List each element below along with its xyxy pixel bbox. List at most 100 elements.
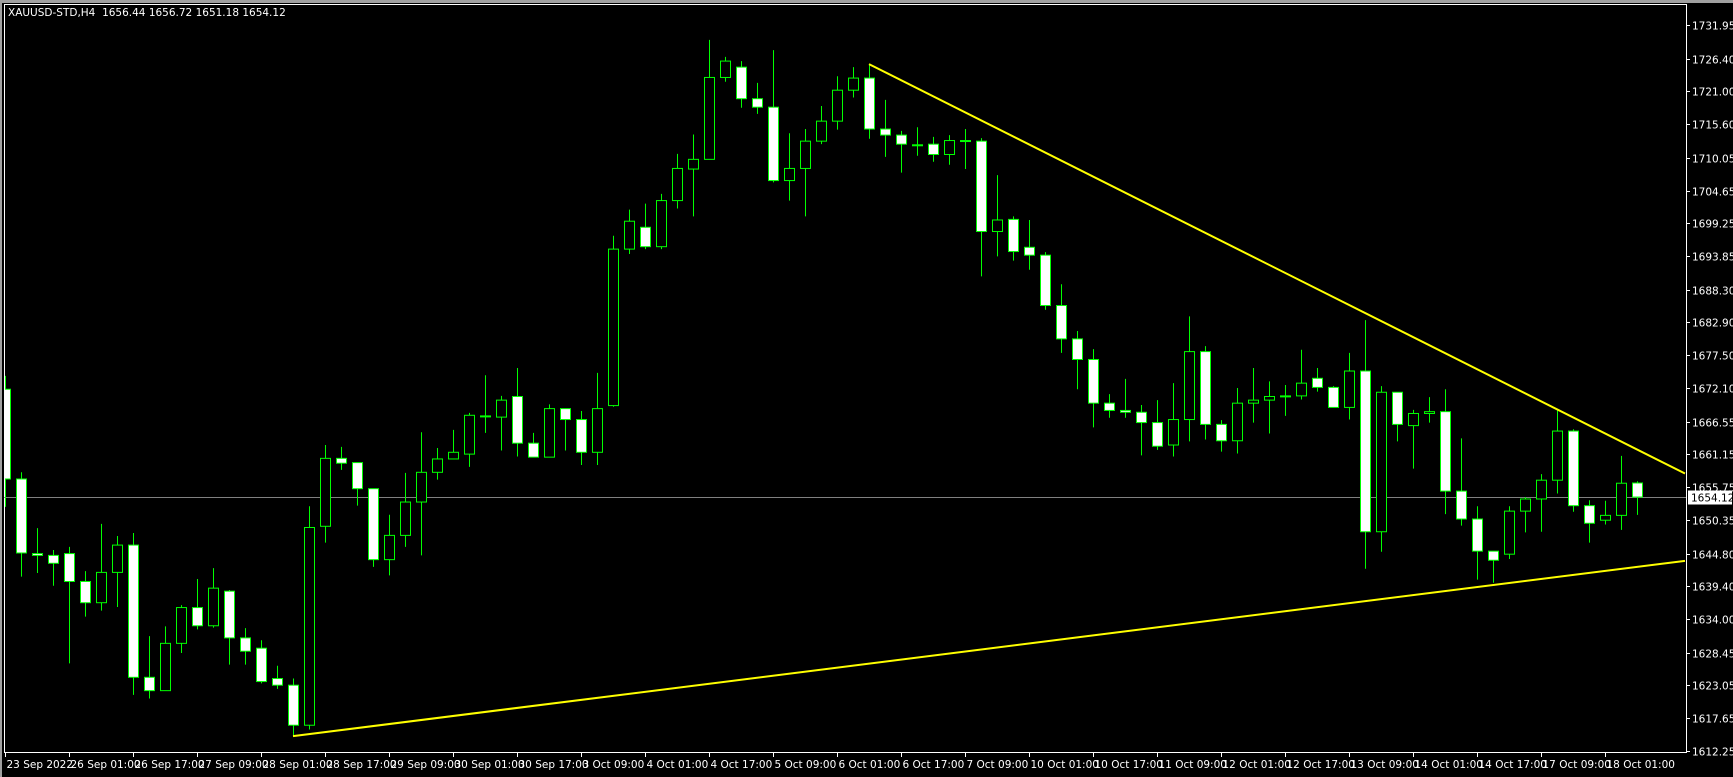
bull-candle[interactable] [1504,510,1515,555]
bear-candle[interactable] [272,678,283,686]
bear-candle[interactable] [32,553,43,556]
bear-candle[interactable] [1008,218,1019,253]
bull-candle[interactable] [944,140,955,155]
bear-candle[interactable] [1360,370,1371,533]
bear-candle[interactable] [928,143,939,155]
bull-candle[interactable] [160,642,171,692]
bull-candle[interactable] [1344,370,1355,408]
bear-candle[interactable] [1488,550,1499,561]
bull-candle[interactable] [1168,419,1179,446]
bear-candle[interactable] [480,415,491,418]
bull-candle[interactable] [592,408,603,453]
bull-candle[interactable] [656,200,667,248]
bear-candle[interactable] [144,676,155,692]
bear-candle[interactable] [1584,505,1595,524]
bull-candle[interactable] [384,534,395,561]
bull-candle[interactable] [448,451,459,460]
bull-candle[interactable] [208,587,219,627]
bear-candle[interactable] [288,684,299,726]
bear-candle[interactable] [128,544,139,678]
bear-candle[interactable] [1472,518,1483,552]
bull-candle[interactable] [992,219,1003,233]
bear-candle[interactable] [976,140,987,233]
bull-candle[interactable] [1424,411,1435,414]
bear-candle[interactable] [1152,422,1163,447]
bull-candle[interactable] [1264,395,1275,401]
bull-candle[interactable] [672,167,683,202]
bull-candle[interactable] [1376,391,1387,533]
bull-candle[interactable] [416,471,427,503]
bear-candle[interactable] [192,607,203,627]
bear-candle[interactable] [1040,254,1051,307]
bull-candle[interactable] [1616,482,1627,516]
bear-candle[interactable] [576,419,587,453]
bull-candle[interactable] [544,408,555,458]
bear-candle[interactable] [1088,358,1099,404]
bear-candle[interactable] [1312,377,1323,388]
bear-candle[interactable] [1280,395,1291,398]
bear-candle[interactable] [560,408,571,421]
bear-candle[interactable] [880,128,891,136]
bull-candle[interactable] [464,414,475,455]
bull-candle[interactable] [400,501,411,536]
bull-candle[interactable] [1520,498,1531,512]
bear-candle[interactable] [368,488,379,561]
bear-candle[interactable] [1568,430,1579,507]
bull-candle[interactable] [1552,430,1563,481]
bear-candle[interactable] [1216,423,1227,442]
bull-candle[interactable] [832,89,843,122]
bear-candle[interactable] [896,134,907,145]
bull-candle[interactable] [816,120,827,142]
bear-candle[interactable] [1440,411,1451,492]
bear-candle[interactable] [1,388,11,480]
resistance-trendline[interactable] [868,63,1686,475]
bull-candle[interactable] [112,544,123,573]
bear-candle[interactable] [240,637,251,652]
bear-candle[interactable] [1136,411,1147,424]
bear-candle[interactable] [1392,391,1403,425]
bear-candle[interactable] [1632,482,1643,498]
bear-candle[interactable] [1072,338,1083,360]
bull-candle[interactable] [1296,382,1307,397]
bull-candle[interactable] [1600,514,1611,521]
bear-candle[interactable] [1328,386,1339,408]
bear-candle[interactable] [224,590,235,639]
bear-candle[interactable] [336,457,347,464]
bull-candle[interactable] [320,457,331,527]
bull-candle[interactable] [96,571,107,604]
bear-candle[interactable] [16,478,27,554]
support-trendline[interactable] [292,559,1686,738]
bull-candle[interactable] [1536,479,1547,500]
bull-candle[interactable] [608,248,619,407]
bear-candle[interactable] [1024,246,1035,256]
bear-candle[interactable] [256,647,267,683]
bear-candle[interactable] [912,144,923,147]
bear-candle[interactable] [1456,490,1467,520]
bull-candle[interactable] [1408,412,1419,427]
bear-candle[interactable] [512,395,523,444]
bear-candle[interactable] [528,442,539,458]
bear-candle[interactable] [640,226,651,248]
bear-candle[interactable] [1104,402,1115,411]
bull-candle[interactable] [1184,351,1195,421]
bull-candle[interactable] [176,607,187,644]
bear-candle[interactable] [1200,351,1211,425]
bear-candle[interactable] [864,77,875,130]
bull-candle[interactable] [784,167,795,182]
bear-candle[interactable] [64,553,75,582]
bear-candle[interactable] [352,462,363,490]
bull-candle[interactable] [304,526,315,726]
bear-candle[interactable] [1056,305,1067,340]
bear-candle[interactable] [752,98,763,108]
bear-candle[interactable] [960,140,971,143]
bull-candle[interactable] [1248,399,1259,404]
bull-candle[interactable] [800,140,811,169]
bull-candle[interactable] [720,60,731,78]
bull-candle[interactable] [1232,402,1243,442]
bull-candle[interactable] [704,76,715,160]
bull-candle[interactable] [688,158,699,170]
bear-candle[interactable] [768,106,779,182]
bull-candle[interactable] [496,399,507,418]
bear-candle[interactable] [48,554,59,564]
